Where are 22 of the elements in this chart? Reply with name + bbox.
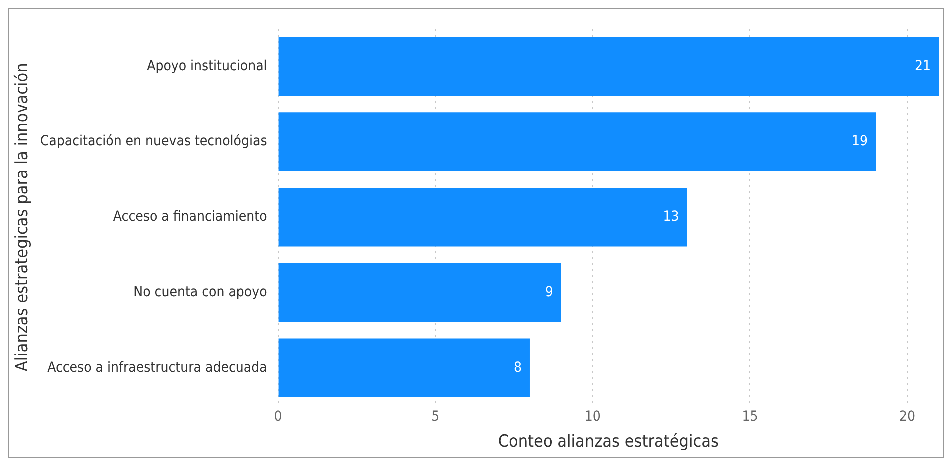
x-tick-label: 10	[584, 408, 601, 425]
bar	[278, 37, 939, 96]
bar	[278, 188, 688, 247]
x-axis-title: Conteo alianzas estratégicas	[498, 432, 719, 452]
data-label: 9	[545, 284, 554, 300]
data-label: 21	[914, 58, 931, 74]
y-tick-label: No cuenta con apoyo	[134, 284, 268, 300]
x-tick-label: 20	[900, 408, 916, 425]
x-tick-label: 5	[432, 408, 440, 425]
y-tick-label: Capacitación en nuevas tecnológias	[40, 134, 268, 150]
y-axis-title: Alianzas estrategicas para la innovación	[12, 63, 33, 372]
bar	[278, 112, 876, 172]
y-tick-label: Acceso a infraestructura adecuada	[48, 360, 268, 376]
x-tick-label: 15	[742, 408, 758, 425]
y-tick-label: Acceso a financiamiento	[113, 209, 268, 226]
bar	[278, 263, 562, 322]
x-tick-label: 0	[274, 408, 282, 425]
data-label: 8	[514, 360, 522, 376]
data-label: 13	[663, 209, 680, 226]
data-label: 19	[852, 134, 868, 150]
y-tick-label: Apoyo institucional	[147, 58, 268, 74]
bar	[278, 338, 530, 398]
